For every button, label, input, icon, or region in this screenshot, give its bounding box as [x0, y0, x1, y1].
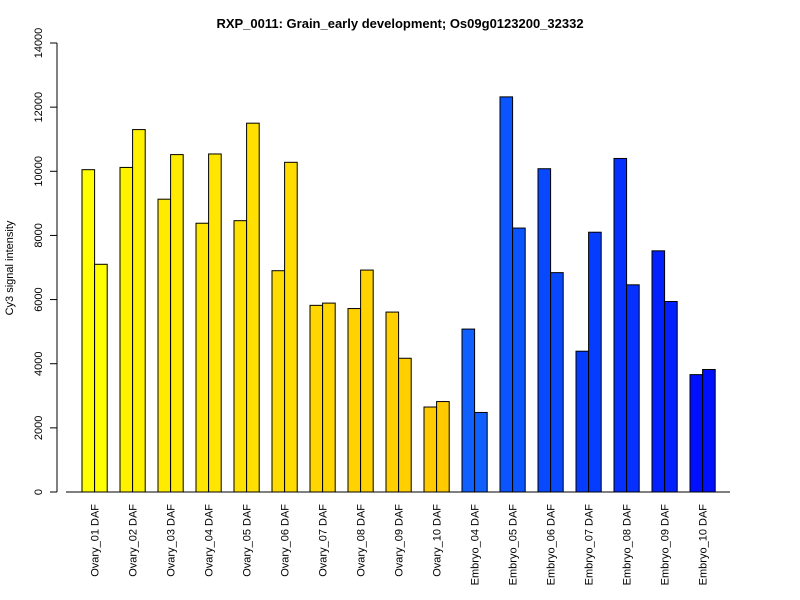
bar	[613, 157, 628, 493]
y-tick-label: 12000	[33, 92, 45, 123]
bar	[626, 284, 640, 493]
x-tick-label: Ovary_02 DAF	[128, 504, 140, 577]
x-tick-label: Embryo_04 DAF	[470, 504, 482, 586]
bar	[170, 154, 184, 493]
x-tick-label: Embryo_09 DAF	[660, 504, 672, 586]
y-tick-label: 2000	[33, 416, 45, 440]
x-tick-label: Ovary_04 DAF	[204, 504, 216, 577]
bar	[119, 166, 134, 493]
y-tick-label: 10000	[33, 156, 45, 187]
y-tick-label: 6000	[33, 287, 45, 311]
bar	[461, 328, 476, 493]
bar	[309, 304, 324, 493]
bar	[499, 96, 514, 493]
x-tick-label: Ovary_08 DAF	[356, 504, 368, 577]
bar	[651, 250, 666, 493]
bar	[436, 401, 450, 493]
y-tick-label: 0	[33, 489, 45, 495]
y-tick-label: 14000	[33, 28, 45, 59]
x-tick-label: Ovary_05 DAF	[242, 504, 254, 577]
bar	[233, 220, 248, 493]
bar	[284, 161, 298, 493]
bar	[208, 153, 222, 493]
bar	[512, 227, 526, 493]
chart-title: RXP_0011: Grain_early development; Os09g…	[216, 16, 583, 31]
x-tick-label: Ovary_01 DAF	[90, 504, 102, 577]
bar	[423, 406, 438, 493]
x-tick-label: Ovary_03 DAF	[166, 504, 178, 577]
x-tick-label: Ovary_10 DAF	[432, 504, 444, 577]
bar	[271, 270, 286, 493]
bar	[398, 357, 412, 493]
bars	[81, 96, 716, 493]
bar	[550, 272, 564, 493]
bar	[360, 269, 374, 493]
y-tick-label: 8000	[33, 223, 45, 247]
bar	[81, 169, 96, 493]
bar	[322, 302, 336, 493]
bar	[575, 350, 590, 493]
x-tick-label: Ovary_09 DAF	[394, 504, 406, 577]
x-tick-labels: Ovary_01 DAF Ovary_02 DAF Ovary_03 DAF Ovar…	[90, 504, 710, 586]
bar	[385, 311, 400, 493]
bar	[689, 374, 704, 493]
x-tick-label: Ovary_07 DAF	[318, 504, 330, 577]
bar	[474, 411, 488, 493]
bar	[537, 168, 552, 493]
y-tick-label: 4000	[33, 351, 45, 375]
x-tick-label: Embryo_05 DAF	[508, 504, 520, 586]
x-tick-label: Embryo_06 DAF	[546, 504, 558, 586]
bar	[195, 222, 210, 493]
x-tick-label: Embryo_10 DAF	[698, 504, 710, 586]
bar	[132, 129, 146, 493]
bar	[157, 198, 172, 493]
y-axis: 0 2000 4000 6000 8000 10000 12000 14000	[33, 28, 58, 495]
y-axis-label: Cy3 signal intensity	[4, 220, 16, 315]
bar	[664, 300, 678, 493]
x-tick-label: Embryo_07 DAF	[584, 504, 596, 586]
bar	[702, 368, 716, 493]
bar	[347, 308, 362, 493]
bar	[588, 231, 602, 493]
x-tick-label: Embryo_08 DAF	[622, 504, 634, 586]
x-tick-label: Ovary_06 DAF	[280, 504, 292, 577]
bar	[246, 122, 260, 493]
bar	[94, 263, 108, 493]
